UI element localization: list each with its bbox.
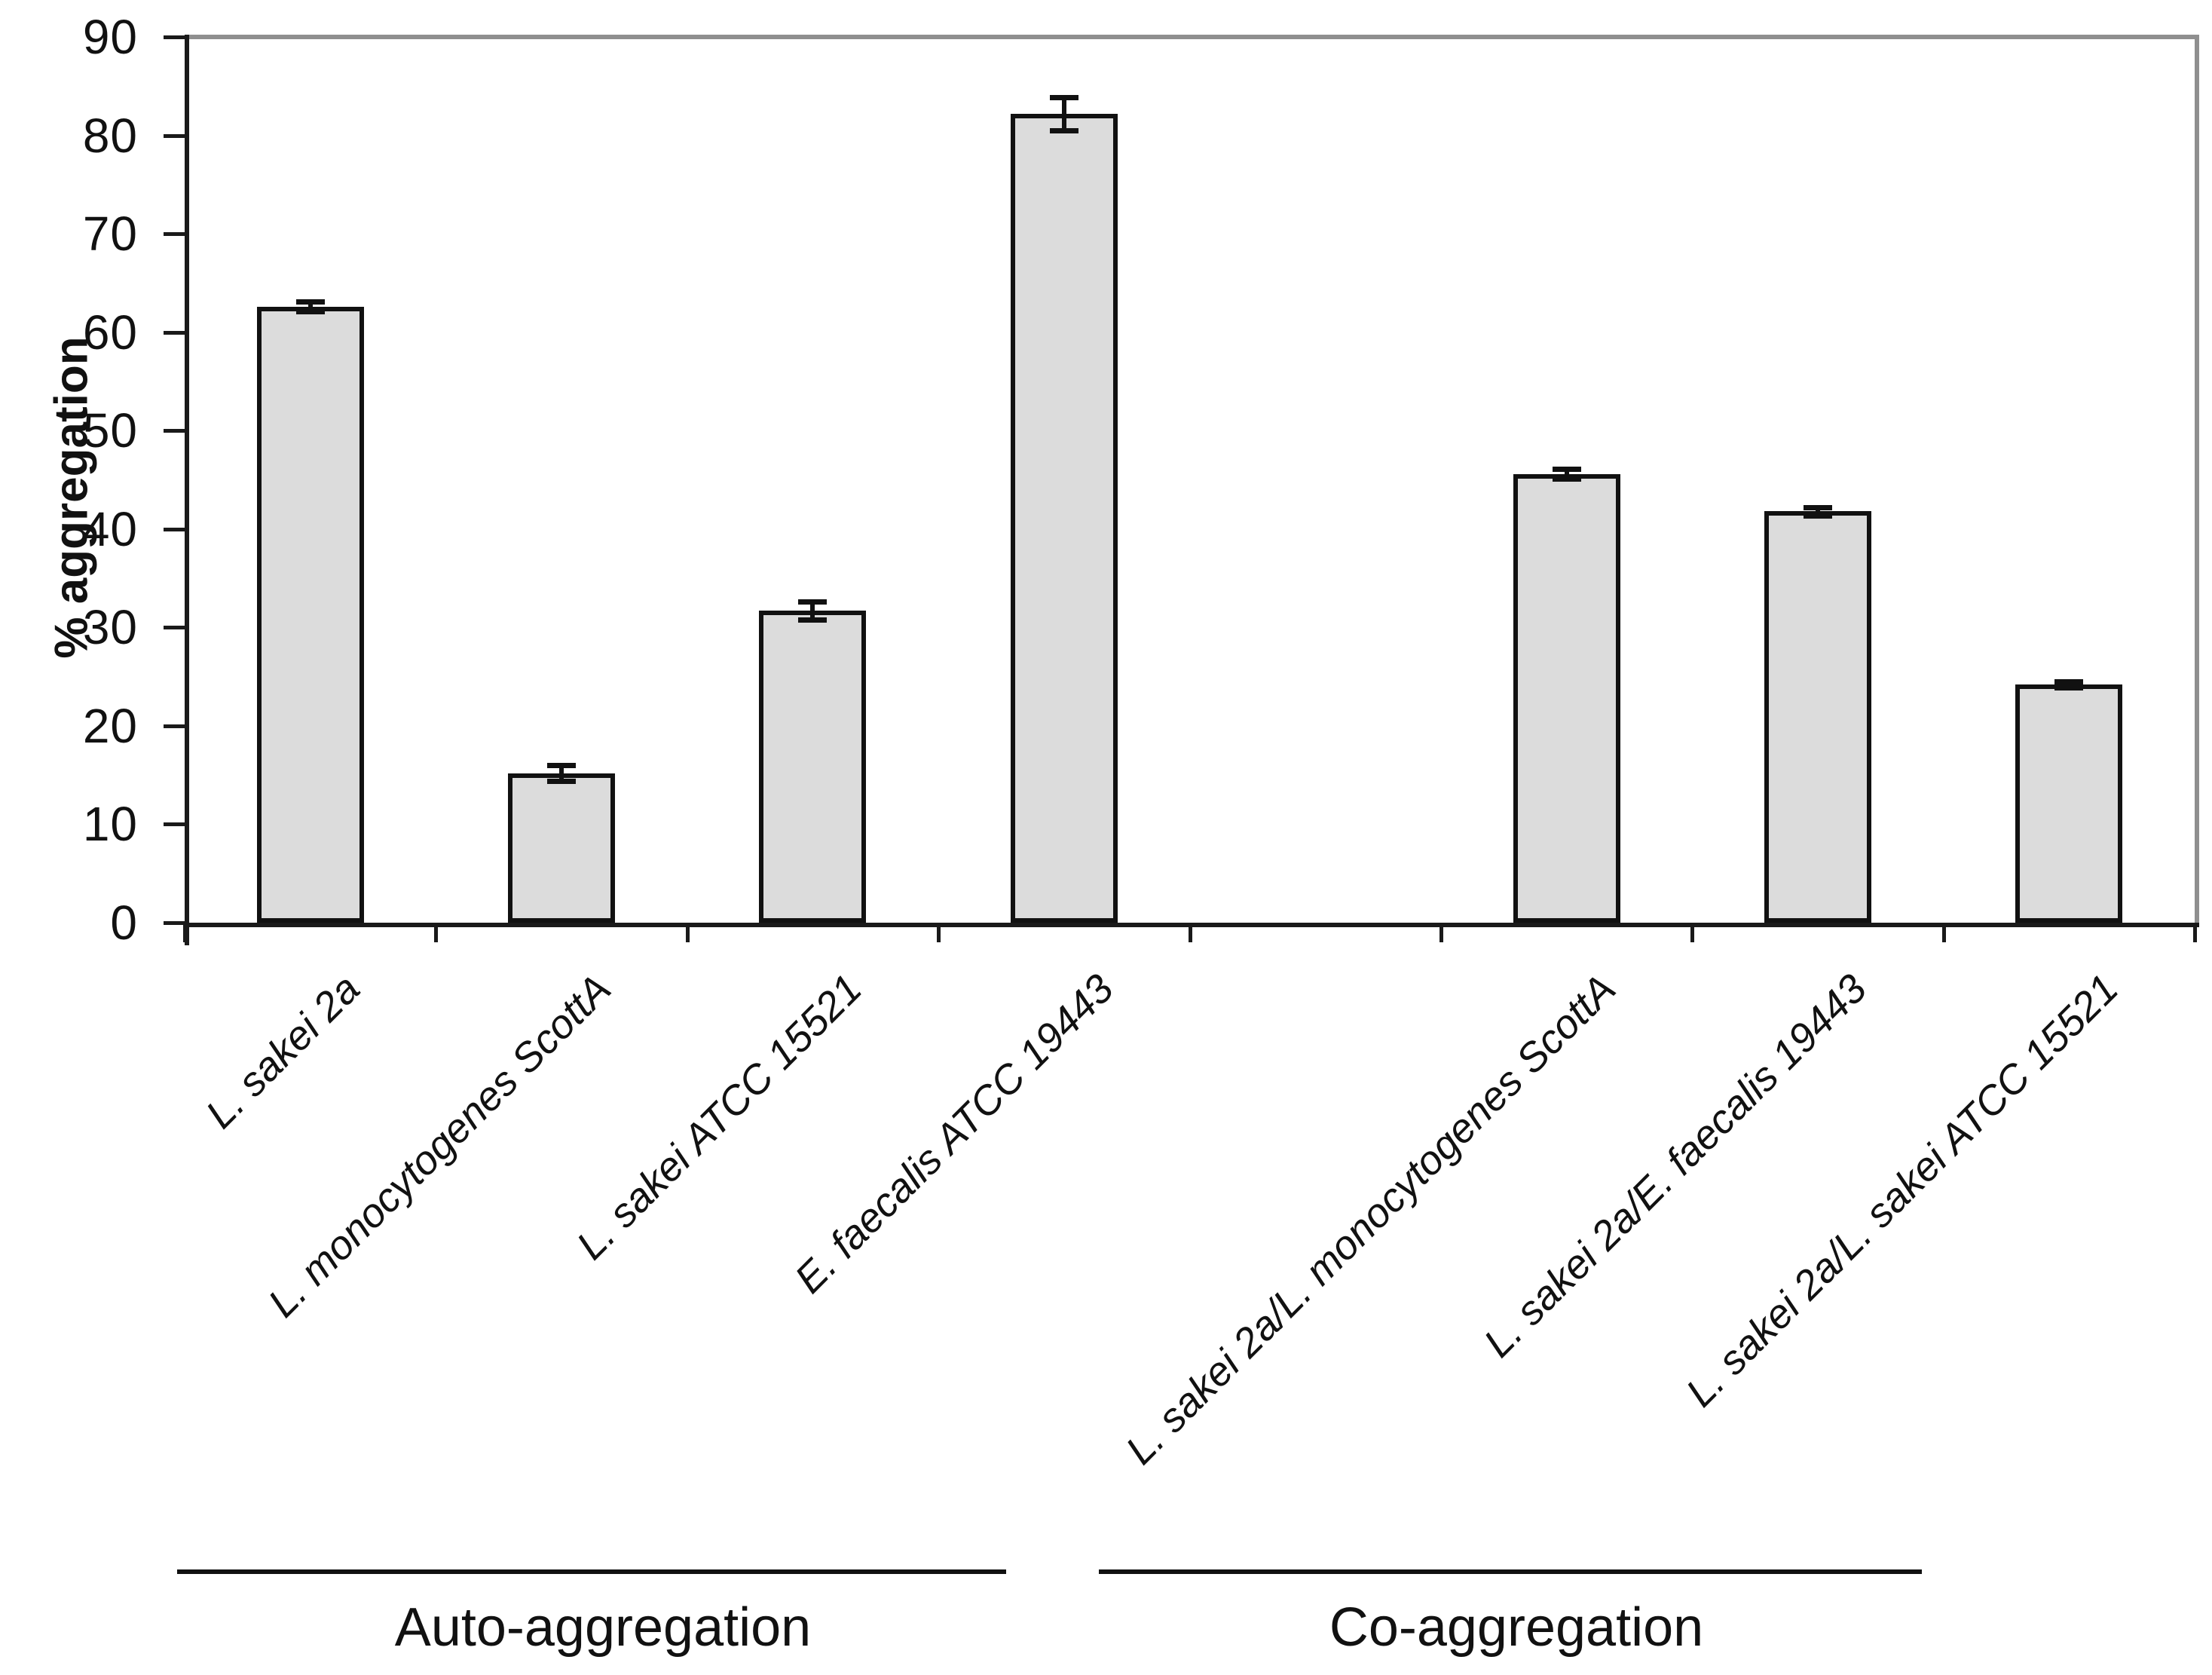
x-category-label-text: L. sakei ATCC 15521 [568,966,871,1269]
x-category-label-text: L. sakei 2a/L. sakei ATCC 15521 [1677,966,2128,1416]
group-label-co: Co-aggregation [1329,1597,1704,1658]
x-tick [1941,923,1946,942]
y-tick-label: 20 [82,698,138,753]
bar [1764,511,1871,923]
x-tick [2193,923,2197,942]
error-bar-cap [798,599,828,605]
x-axis [185,923,2199,927]
y-tick [164,724,185,728]
x-tick [1690,923,1695,942]
x-tick [937,923,941,942]
bar [759,611,867,923]
plot-top-border [185,35,2199,39]
x-category-label-text: L. sakei 2a/L. monocytogenes ScottA [1117,966,1625,1474]
plot-right-border [2195,35,2199,927]
y-tick [164,822,185,827]
y-tick [164,35,185,39]
error-bar-cap [1552,476,1581,482]
y-tick-label: 60 [82,305,138,360]
error-bar-cap [2054,679,2084,685]
error-bar-cap [1552,467,1581,473]
error-bar-cap [1049,128,1078,134]
error-bar-cap [798,617,828,623]
error-bar-cap [295,309,325,315]
error-bar-cap [547,763,577,769]
y-axis [185,35,189,945]
bar [508,773,616,923]
error-bar-cap [547,779,577,784]
y-tick-label: 90 [82,10,138,64]
y-tick-label: 80 [82,108,138,163]
error-bar [810,602,815,620]
error-bar-cap [2054,684,2084,691]
bar [2015,684,2123,923]
y-tick [164,527,185,531]
y-tick [164,133,185,138]
y-tick-label: 50 [82,403,138,458]
y-tick [164,626,185,630]
y-tick [164,330,185,335]
y-tick-label: 40 [82,501,138,556]
error-bar [1564,469,1569,479]
group-underline-co [1099,1569,1922,1574]
error-bar-cap [1049,94,1078,100]
y-tick [164,429,185,433]
error-bar [1061,96,1066,130]
y-tick-label: 70 [82,207,138,262]
error-bar-cap [295,299,325,305]
x-tick [1188,923,1192,942]
x-tick [685,923,690,942]
error-bar [307,302,313,312]
error-bar-cap [1803,513,1832,519]
y-tick-label: 0 [110,896,138,950]
bar [1513,473,1620,923]
bar [1010,113,1118,923]
y-tick-label: 10 [82,797,138,852]
error-bar [559,765,564,781]
y-tick [164,921,185,925]
group-label-auto: Auto-aggregation [394,1597,812,1658]
x-tick [183,923,187,942]
x-tick [434,923,439,942]
error-bar-cap [1803,505,1832,511]
y-tick [164,232,185,237]
x-tick [1439,923,1443,942]
x-category-label-text: L. sakei 2a [197,966,369,1138]
error-bar [1815,507,1820,516]
group-underline-auto [177,1569,1006,1574]
y-tick-label: 30 [82,600,138,655]
bar [256,306,364,923]
